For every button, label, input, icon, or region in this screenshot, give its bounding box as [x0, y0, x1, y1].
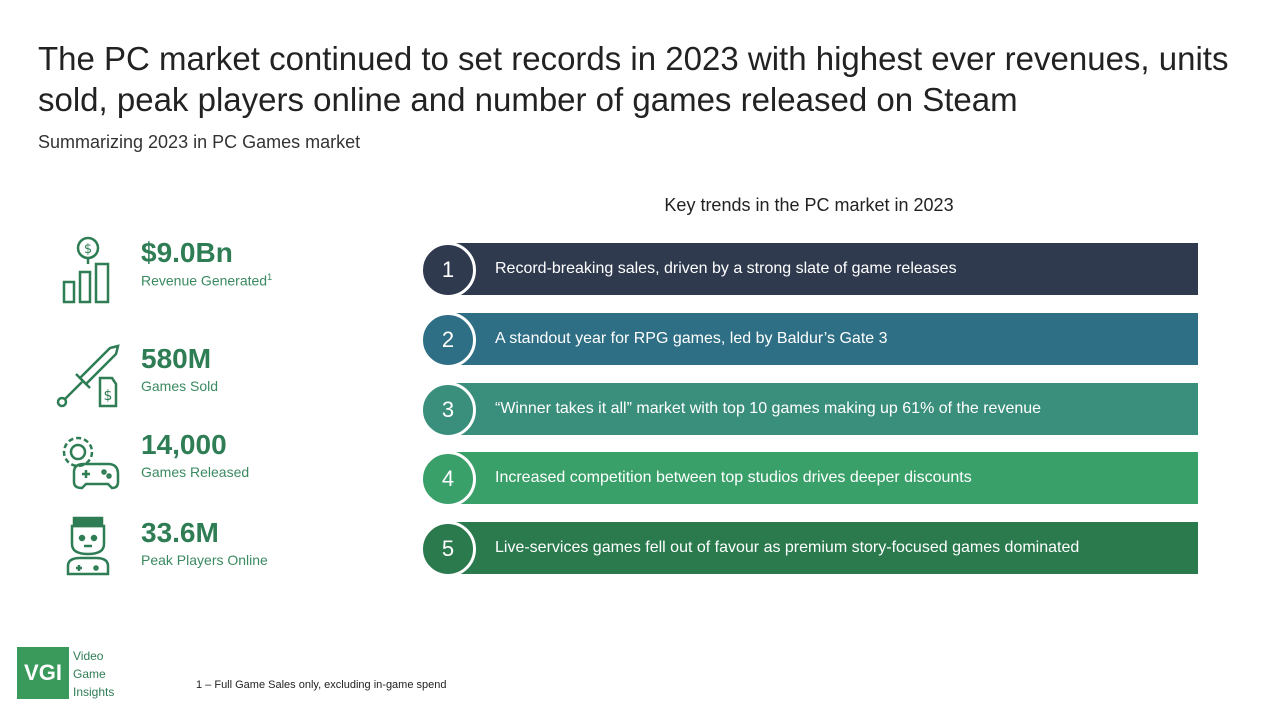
stat-value: $9.0Bn	[141, 237, 233, 268]
stat-label: Games Sold	[141, 378, 219, 394]
trend-text: Record-breaking sales, driven by a stron…	[495, 260, 957, 277]
trend-text: “Winner takes it all” market with top 10…	[495, 400, 1042, 417]
trend-number: 1	[420, 242, 476, 298]
stat-value: 14,000	[141, 429, 227, 460]
trend-number: 2	[420, 312, 476, 368]
trend-item: 1 Record-breaking sales, driven by a str…	[420, 242, 1198, 298]
trend-bar	[448, 243, 1198, 295]
logo-abbr: VGI	[17, 647, 69, 699]
trend-item: 4 Increased competition between top stud…	[420, 451, 1198, 507]
trend-text: Live-services games fell out of favour a…	[495, 539, 1080, 556]
stat-label: Games Released	[141, 464, 250, 480]
trend-item: 3 “Winner takes it all” market with top …	[420, 382, 1198, 438]
stat-games-sold: $ 580M Games Sold	[52, 342, 372, 422]
gear-controller-icon	[62, 436, 120, 490]
stat-peak-players: 33.6M Peak Players Online	[52, 516, 372, 596]
trend-item: 2 A standout year for RPG games, led by …	[420, 312, 1198, 368]
logo-text: Video Game Insights	[73, 649, 115, 699]
svg-text:$: $	[104, 388, 113, 404]
trend-text: A standout year for RPG games, led by Ba…	[495, 330, 888, 347]
sword-price-tag-icon: $	[56, 344, 120, 408]
stat-revenue: $ $9.0Bn Revenue Generated1	[52, 236, 372, 316]
trend-item: 5 Live-services games fell out of favour…	[420, 521, 1198, 577]
revenue-chart-icon: $	[62, 236, 110, 304]
trend-bar	[448, 452, 1198, 504]
svg-text:$: $	[84, 242, 92, 257]
trend-bar	[448, 313, 1198, 365]
trend-bar	[448, 383, 1198, 435]
stat-label: Peak Players Online	[141, 552, 268, 568]
stat-label: Revenue Generated1	[141, 272, 273, 289]
trends-heading: Key trends in the PC market in 2023	[664, 195, 954, 215]
player-icon	[66, 516, 110, 576]
footnote: 1 – Full Game Sales only, excluding in-g…	[196, 679, 447, 691]
trend-text: Increased competition between top studio…	[495, 469, 972, 486]
stat-value: 33.6M	[141, 517, 219, 548]
page-title: The PC market continued to set records i…	[38, 40, 1229, 118]
stat-value: 580M	[141, 343, 212, 374]
trend-number: 5	[420, 521, 476, 577]
trend-number: 3	[420, 382, 476, 438]
trend-number: 4	[420, 451, 476, 507]
footnote-marker: 1	[267, 272, 273, 282]
page-subtitle: Summarizing 2023 in PC Games market	[38, 132, 361, 152]
stat-games-released: 14,000 Games Released	[52, 428, 372, 508]
trend-bar	[448, 522, 1198, 574]
vgi-logo: VGI Video Game Insights	[17, 647, 127, 701]
